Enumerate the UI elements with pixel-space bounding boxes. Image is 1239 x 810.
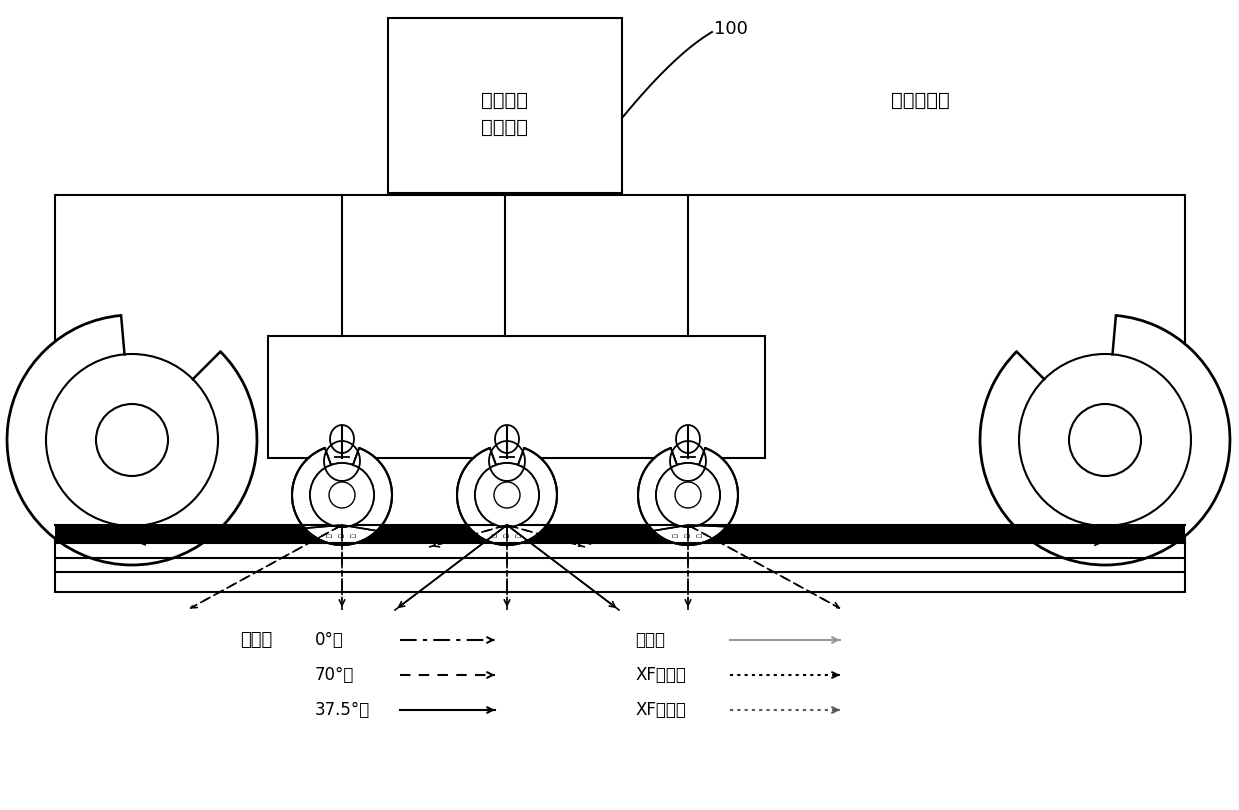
Circle shape	[310, 463, 374, 527]
Circle shape	[675, 482, 701, 508]
Text: 左: 左	[492, 533, 498, 537]
Circle shape	[310, 463, 374, 527]
Circle shape	[330, 482, 356, 508]
Circle shape	[458, 446, 556, 544]
Text: 100: 100	[714, 20, 748, 38]
Text: 中: 中	[339, 533, 344, 537]
Text: 检测系统: 检测系统	[482, 118, 529, 137]
Circle shape	[675, 482, 701, 508]
Circle shape	[475, 463, 539, 527]
Bar	[55, 525, 1184, 543]
Circle shape	[494, 482, 520, 508]
Text: XF二次：: XF二次：	[636, 701, 686, 719]
Text: 37.5°：: 37.5°：	[315, 701, 370, 719]
Text: 右: 右	[698, 533, 703, 537]
Circle shape	[46, 354, 218, 526]
Circle shape	[494, 482, 520, 508]
Text: 左: 左	[673, 533, 679, 537]
Text: 0°：: 0°：	[315, 631, 344, 649]
Text: XF一次：: XF一次：	[636, 666, 686, 684]
Circle shape	[655, 463, 720, 527]
Circle shape	[95, 404, 169, 476]
Text: 中: 中	[504, 533, 509, 537]
Circle shape	[980, 315, 1230, 565]
Circle shape	[1018, 354, 1191, 526]
Bar	[268, 336, 764, 458]
Text: 70°：: 70°：	[315, 666, 354, 684]
Text: 图例：: 图例：	[240, 631, 273, 649]
Bar	[388, 18, 622, 193]
Circle shape	[7, 315, 256, 565]
Circle shape	[330, 482, 356, 508]
Circle shape	[655, 463, 720, 527]
Text: 鉢轨探伤: 鉢轨探伤	[482, 91, 529, 110]
Text: 中: 中	[685, 533, 691, 537]
Circle shape	[639, 446, 737, 544]
Text: 右: 右	[351, 533, 357, 537]
Circle shape	[1069, 404, 1141, 476]
Text: 右: 右	[517, 533, 522, 537]
Text: 鉢轨探伤车: 鉢轨探伤车	[891, 91, 949, 109]
Text: 左: 左	[327, 533, 333, 537]
Circle shape	[292, 446, 392, 544]
Text: 侧打：: 侧打：	[636, 631, 665, 649]
Circle shape	[475, 463, 539, 527]
Bar	[55, 195, 1184, 592]
